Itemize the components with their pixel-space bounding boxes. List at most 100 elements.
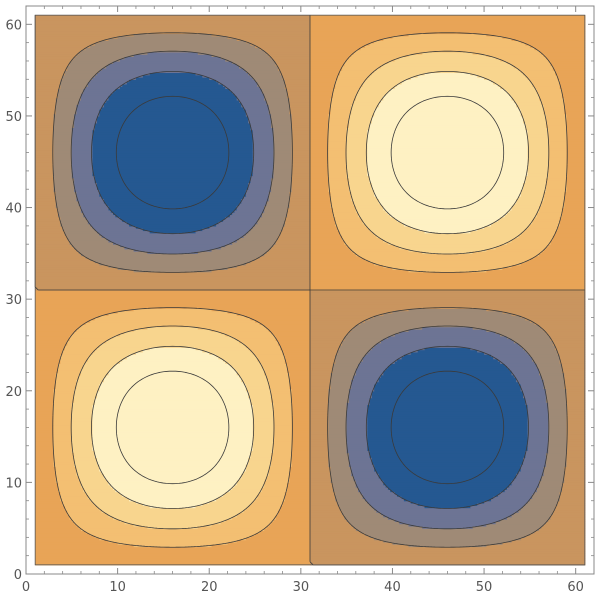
- contour-band-cell: [271, 388, 293, 392]
- contour-band-cell: [53, 461, 75, 465]
- contour-band-cell: [252, 138, 274, 142]
- contour-band-cell: [360, 530, 536, 534]
- contour-band-cell: [99, 193, 247, 197]
- contour-band-cell: [472, 525, 542, 529]
- contour-band-cell: [55, 202, 80, 206]
- contour-band-cell: [516, 198, 545, 202]
- contour-band-cell: [236, 264, 311, 268]
- x-tick-label: 20: [201, 580, 218, 595]
- contour-band-cell: [539, 205, 565, 209]
- contour-band-cell: [397, 83, 499, 87]
- contour-band-cell: [74, 120, 98, 124]
- contour-band-cell: [376, 196, 520, 199]
- contour-band-cell: [64, 70, 100, 74]
- contour-band-cell: [264, 95, 288, 99]
- contour-band-cell: [371, 390, 524, 394]
- contour-band-cell: [330, 480, 357, 483]
- contour-band-cell: [92, 409, 254, 412]
- contour-band-cell: [35, 168, 55, 172]
- contour-band-cell: [236, 539, 311, 543]
- contour-band-cell: [291, 441, 311, 445]
- contour-band-cell: [80, 207, 110, 211]
- contour-band-cell: [539, 49, 586, 53]
- contour-band-cell: [328, 429, 348, 433]
- contour-band-cell: [548, 166, 568, 170]
- contour-band-cell: [218, 221, 258, 225]
- contour-band-cell: [310, 143, 329, 147]
- contour-band-cell: [555, 232, 586, 236]
- contour-band-cell: [495, 521, 547, 525]
- contour-band-cell: [78, 51, 148, 55]
- contour-band-cell: [527, 418, 549, 422]
- contour-band-cell: [486, 308, 586, 312]
- contour-band-cell: [520, 109, 545, 112]
- contour-band-cell: [99, 191, 247, 195]
- contour-band-cell: [76, 379, 105, 383]
- contour-band-cell: [328, 459, 350, 463]
- contour-band-cell: [346, 244, 396, 248]
- contour-band-cell: [525, 349, 558, 353]
- contour-band-cell: [346, 141, 368, 145]
- contour-band-cell: [548, 148, 568, 151]
- contour-band-cell: [342, 509, 378, 513]
- contour-band-cell: [358, 489, 391, 493]
- contour-band-cell: [239, 202, 268, 206]
- contour-band-cell: [271, 464, 293, 467]
- contour-band-cell: [92, 145, 254, 149]
- contour-band-cell: [369, 402, 526, 406]
- contour-band-cell: [332, 484, 357, 488]
- contour-band-cell: [310, 480, 332, 483]
- contour-band-cell: [346, 145, 368, 149]
- contour-band-cell: [346, 441, 368, 445]
- contour-band-cell: [248, 393, 272, 396]
- contour-band-cell: [268, 379, 290, 383]
- contour-band-cell: [291, 429, 311, 433]
- contour-band-cell: [35, 276, 311, 280]
- contour-band-cell: [252, 436, 274, 440]
- contour-band-cell: [348, 454, 371, 458]
- contour-band-cell: [35, 248, 77, 252]
- contour-band-cell: [71, 404, 94, 408]
- contour-band-cell: [374, 111, 522, 115]
- contour-band-cell: [250, 125, 272, 128]
- contour-band-cell: [527, 432, 549, 435]
- contour-band-cell: [364, 354, 405, 358]
- contour-band-cell: [353, 251, 423, 254]
- contour-band-cell: [273, 333, 311, 337]
- contour-band-cell: [410, 77, 485, 80]
- contour-band-cell: [532, 219, 561, 222]
- contour-band-cell: [348, 521, 400, 525]
- contour-band-cell: [55, 198, 77, 202]
- contour-band-cell: [291, 436, 311, 440]
- contour-band-cell: [126, 496, 219, 500]
- contour-band-cell: [60, 219, 89, 222]
- contour-band-cell: [497, 358, 533, 362]
- contour-band-cell: [71, 168, 94, 172]
- contour-band-cell: [264, 528, 311, 532]
- contour-band-cell: [539, 209, 563, 213]
- contour-band-cell: [282, 228, 311, 232]
- contour-band-cell: [543, 104, 565, 108]
- contour-band-cell: [310, 164, 329, 167]
- contour-band-cell: [53, 173, 73, 177]
- contour-band-cell: [239, 65, 279, 69]
- contour-band-cell: [291, 177, 311, 181]
- contour-band-cell: [291, 148, 311, 151]
- contour-band-cell: [310, 24, 586, 28]
- contour-band-cell: [548, 145, 568, 149]
- contour-band-cell: [291, 166, 311, 170]
- contour-band-cell: [367, 150, 529, 154]
- contour-band-cell: [376, 67, 520, 71]
- contour-band-cell: [545, 399, 568, 403]
- contour-band-cell: [369, 42, 526, 46]
- contour-band-cell: [74, 397, 96, 401]
- contour-band-cell: [289, 466, 311, 470]
- contour-band-cell: [101, 381, 245, 385]
- contour-band-cell: [310, 152, 329, 156]
- contour-band-cell: [94, 42, 252, 46]
- contour-band-cell: [90, 354, 130, 358]
- contour-band-cell: [520, 507, 556, 511]
- contour-band-cell: [53, 448, 73, 451]
- contour-band-cell: [35, 299, 311, 303]
- contour-band-cell: [280, 232, 311, 236]
